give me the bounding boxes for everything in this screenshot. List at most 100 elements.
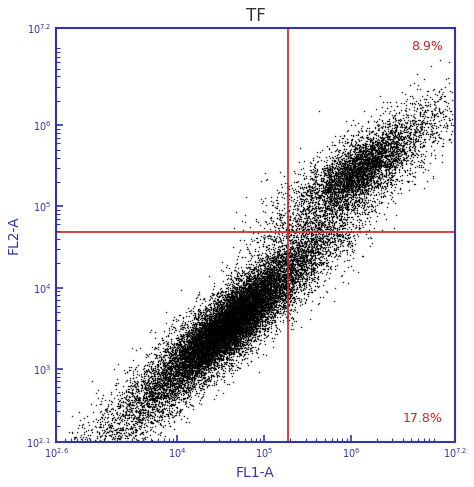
Point: [221, 310, 228, 318]
Point: [202, 345, 210, 353]
Point: [221, 331, 229, 338]
Point: [328, 265, 335, 273]
Point: [199, 349, 206, 356]
Point: [251, 310, 259, 318]
Point: [208, 318, 215, 326]
Point: [298, 259, 306, 266]
Point: [129, 433, 137, 441]
Point: [398, 134, 405, 142]
Point: [368, 150, 376, 158]
Point: [262, 294, 269, 301]
Point: [326, 176, 334, 184]
Point: [220, 347, 228, 355]
Point: [364, 158, 372, 166]
Point: [228, 311, 236, 319]
Point: [347, 136, 355, 144]
Point: [232, 309, 239, 317]
Point: [268, 256, 276, 263]
Point: [195, 343, 203, 351]
Point: [256, 315, 264, 323]
Point: [427, 151, 435, 159]
Point: [110, 418, 118, 426]
Point: [289, 260, 297, 267]
Point: [232, 337, 239, 345]
Point: [262, 285, 269, 293]
Point: [272, 277, 280, 284]
Point: [397, 129, 405, 136]
Point: [440, 121, 448, 129]
Point: [336, 188, 343, 196]
Point: [335, 173, 342, 181]
Point: [198, 354, 205, 361]
Point: [213, 317, 221, 324]
Point: [224, 327, 232, 335]
Point: [348, 156, 356, 164]
Point: [294, 265, 301, 273]
Point: [202, 329, 210, 337]
Point: [173, 389, 180, 397]
Point: [186, 337, 194, 345]
Point: [250, 311, 258, 319]
Point: [135, 411, 143, 419]
Point: [203, 317, 211, 324]
Point: [135, 418, 143, 426]
Point: [218, 320, 225, 328]
Point: [351, 168, 359, 176]
Point: [216, 328, 223, 336]
Point: [307, 267, 314, 275]
Point: [360, 180, 367, 188]
Point: [230, 340, 237, 348]
Point: [262, 272, 269, 280]
Point: [383, 133, 391, 141]
Point: [258, 281, 266, 289]
Point: [230, 311, 237, 319]
Point: [282, 232, 290, 240]
Point: [219, 366, 227, 374]
Point: [155, 351, 163, 359]
Point: [197, 331, 205, 338]
Point: [191, 368, 198, 376]
Point: [373, 162, 380, 170]
Point: [201, 304, 209, 312]
Point: [286, 273, 293, 281]
Point: [347, 179, 355, 187]
Point: [240, 305, 248, 313]
Point: [430, 112, 438, 120]
Point: [188, 332, 196, 340]
Point: [212, 349, 219, 356]
Point: [213, 337, 221, 345]
Point: [202, 337, 210, 344]
Point: [217, 329, 224, 337]
Point: [363, 167, 370, 174]
Point: [356, 171, 364, 179]
Point: [164, 381, 171, 389]
Point: [200, 354, 208, 361]
Point: [222, 312, 230, 320]
Point: [274, 272, 282, 280]
Point: [227, 269, 235, 277]
Point: [328, 166, 336, 174]
Point: [360, 165, 368, 172]
Point: [91, 422, 99, 430]
Point: [168, 359, 175, 367]
Point: [201, 356, 209, 363]
Point: [199, 322, 207, 330]
Point: [312, 230, 320, 238]
Point: [190, 330, 197, 337]
Point: [163, 347, 171, 355]
Point: [439, 123, 447, 131]
Point: [394, 151, 401, 159]
Point: [228, 335, 235, 343]
Point: [362, 165, 370, 172]
Point: [158, 405, 165, 412]
Point: [221, 311, 228, 319]
Point: [252, 287, 259, 295]
Point: [212, 322, 219, 330]
Point: [272, 272, 280, 280]
Point: [246, 310, 253, 318]
Point: [351, 150, 359, 158]
Point: [335, 176, 343, 184]
Point: [195, 358, 202, 366]
Point: [226, 337, 233, 345]
Point: [254, 316, 261, 323]
